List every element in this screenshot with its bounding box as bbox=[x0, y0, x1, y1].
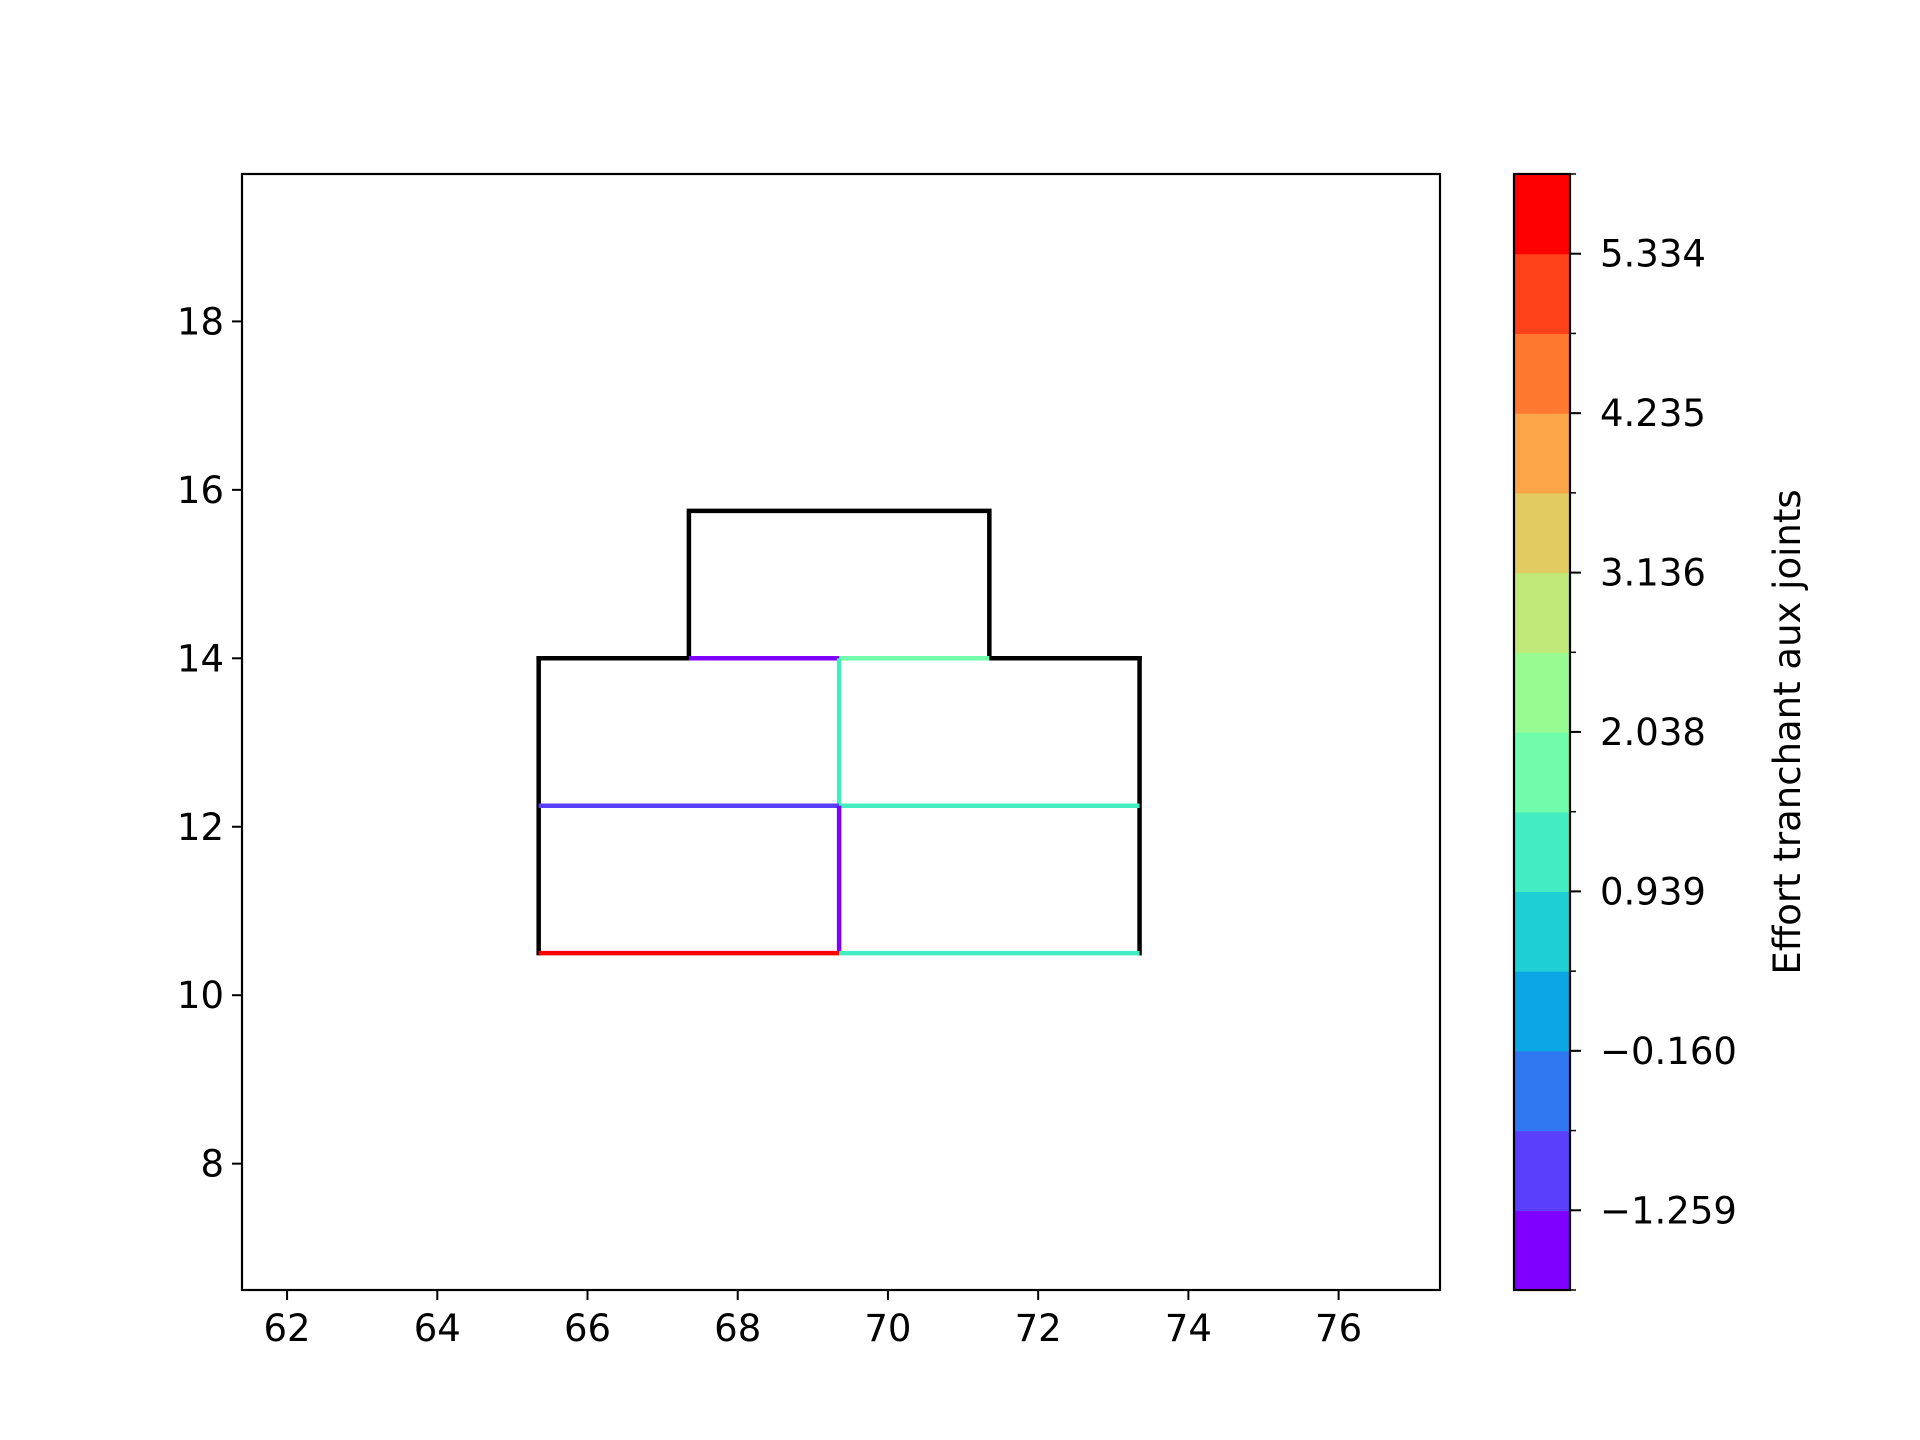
colorbar-tick-label: 0.939 bbox=[1600, 870, 1706, 913]
colorbar-band bbox=[1514, 1210, 1570, 1291]
colorbar: −1.259 −0.160 0.939 2.038 3.136 4.235 5.334 bbox=[1512, 172, 1737, 1292]
colorbar-band bbox=[1514, 732, 1570, 813]
x-tick-label: 62 bbox=[264, 1307, 311, 1350]
x-tick-label: 74 bbox=[1165, 1307, 1212, 1350]
outline-segment bbox=[686, 508, 992, 661]
y-tick-label: 14 bbox=[177, 637, 224, 680]
colorbar-band bbox=[1514, 891, 1570, 972]
y-tick-label: 8 bbox=[200, 1143, 224, 1186]
colorbar-band bbox=[1514, 492, 1570, 574]
y-tick-label: 12 bbox=[177, 806, 224, 849]
x-tick-label: 66 bbox=[564, 1307, 611, 1350]
colorbar-label: Effort tranchant aux joints bbox=[1766, 489, 1809, 974]
colorbar-band bbox=[1514, 333, 1570, 414]
colorbar-band bbox=[1514, 1050, 1570, 1132]
colorbar-band bbox=[1514, 174, 1570, 255]
y-tick-label: 16 bbox=[177, 469, 224, 512]
x-tick-label: 64 bbox=[414, 1307, 461, 1350]
colorbar-band bbox=[1514, 652, 1570, 733]
colorbar-tick-label: 4.235 bbox=[1600, 392, 1706, 435]
colorbar-tick-label: 2.038 bbox=[1600, 711, 1706, 754]
colorbar-tick-label: −1.259 bbox=[1600, 1189, 1737, 1232]
x-axis: 62 64 66 68 70 72 74 76 bbox=[264, 1290, 1362, 1350]
plot-area bbox=[536, 508, 1142, 956]
y-tick-label: 10 bbox=[177, 974, 224, 1017]
colorbar-band bbox=[1514, 1130, 1570, 1211]
colorbar-band bbox=[1514, 572, 1570, 653]
colorbar-band bbox=[1514, 811, 1570, 893]
x-tick-label: 68 bbox=[714, 1307, 761, 1350]
colorbar-band bbox=[1514, 413, 1570, 494]
x-tick-label: 76 bbox=[1315, 1307, 1362, 1350]
colorbar-band bbox=[1514, 253, 1570, 335]
colorbar-band bbox=[1514, 971, 1570, 1052]
x-tick-label: 72 bbox=[1015, 1307, 1062, 1350]
colorbar-tick-label: 3.136 bbox=[1600, 552, 1706, 595]
colorbar-tick-label: 5.334 bbox=[1600, 233, 1706, 276]
axes-frame bbox=[240, 172, 1442, 1292]
y-axis: 8 10 12 14 16 18 bbox=[177, 300, 242, 1186]
y-tick-label: 18 bbox=[177, 300, 224, 343]
colorbar-tick-label: −0.160 bbox=[1600, 1030, 1737, 1073]
x-tick-label: 70 bbox=[864, 1307, 911, 1350]
